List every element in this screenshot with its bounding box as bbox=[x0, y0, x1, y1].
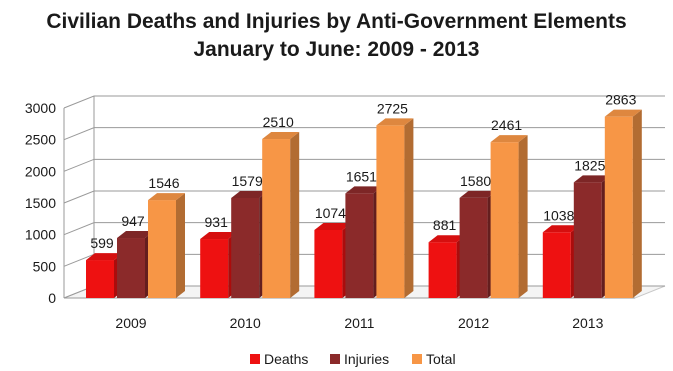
bar-front bbox=[459, 197, 488, 298]
data-label: 1825 bbox=[574, 157, 605, 173]
bar-front bbox=[376, 125, 405, 299]
data-label: 2510 bbox=[263, 114, 294, 130]
bar-side bbox=[290, 132, 300, 298]
bar-top bbox=[117, 231, 154, 239]
bar bbox=[428, 235, 466, 298]
y-tick-label: 1000 bbox=[25, 227, 56, 243]
y-tick-label: 0 bbox=[48, 290, 56, 306]
bar-top bbox=[148, 193, 185, 201]
data-label: 1074 bbox=[315, 205, 346, 221]
x-tick-label: 2013 bbox=[572, 315, 603, 331]
bar bbox=[148, 193, 185, 298]
legend-swatch bbox=[250, 354, 260, 364]
bar-top bbox=[604, 109, 642, 117]
bar-front bbox=[262, 139, 291, 298]
legend-swatch bbox=[330, 354, 340, 364]
bar-front bbox=[231, 197, 260, 298]
bar-front bbox=[314, 229, 343, 298]
bar bbox=[86, 253, 123, 298]
x-tick-label: 2011 bbox=[344, 315, 374, 331]
bars bbox=[86, 109, 642, 299]
bar-front bbox=[604, 116, 633, 298]
data-labels: 599 947 1546 931 1579 2510 1074 1651 2725 881 1580… bbox=[90, 92, 636, 251]
bar-top bbox=[490, 135, 528, 143]
bar-top bbox=[459, 190, 497, 198]
bar bbox=[490, 135, 528, 298]
bar-top bbox=[428, 235, 466, 243]
legend-item: Injuries bbox=[330, 351, 389, 367]
bar-front bbox=[490, 142, 519, 298]
bar-top bbox=[542, 225, 580, 233]
bar-side bbox=[632, 109, 642, 298]
bar-front bbox=[428, 242, 457, 298]
data-label: 931 bbox=[205, 214, 229, 230]
data-label: 881 bbox=[433, 217, 457, 233]
bar-front bbox=[345, 193, 374, 298]
bar-front bbox=[200, 239, 229, 298]
bar-top bbox=[231, 190, 269, 198]
bar-side bbox=[518, 135, 528, 298]
y-tick-label: 3000 bbox=[25, 100, 56, 116]
bar-top bbox=[86, 253, 123, 261]
chart-title: Civilian Deaths and Injuries by Anti-Gov… bbox=[46, 10, 627, 33]
y-tick-label: 2500 bbox=[25, 132, 56, 148]
data-label: 947 bbox=[121, 213, 145, 229]
data-label: 1579 bbox=[232, 173, 263, 189]
bar-front bbox=[148, 200, 176, 298]
legend-swatch bbox=[412, 354, 422, 364]
data-label: 599 bbox=[90, 235, 114, 251]
data-label: 1038 bbox=[543, 207, 574, 223]
y-tick-label: 500 bbox=[33, 258, 57, 274]
bar bbox=[604, 109, 642, 298]
bar-front bbox=[573, 182, 602, 298]
y-tick-label: 1500 bbox=[25, 195, 56, 211]
bar-side bbox=[404, 118, 414, 299]
data-label: 2461 bbox=[491, 117, 522, 133]
chart-subtitle: January to June: 2009 - 2013 bbox=[193, 38, 480, 61]
bar-front bbox=[542, 232, 571, 298]
legend-label: Total bbox=[426, 351, 456, 367]
gridline bbox=[63, 95, 665, 109]
gridline bbox=[63, 127, 665, 141]
data-label: 1546 bbox=[148, 175, 179, 191]
legend-label: Deaths bbox=[264, 351, 308, 367]
bar-top bbox=[314, 222, 352, 230]
legend-item: Total bbox=[412, 351, 456, 367]
bar bbox=[376, 118, 414, 299]
legend-item: Deaths bbox=[250, 351, 308, 367]
y-tick-label: 2000 bbox=[25, 163, 56, 179]
data-label: 1580 bbox=[460, 173, 491, 189]
bar-top bbox=[376, 118, 414, 126]
bar-top bbox=[573, 175, 611, 183]
data-label: 2725 bbox=[377, 100, 408, 116]
bar-side bbox=[176, 193, 185, 298]
x-tick-label: 2012 bbox=[458, 315, 489, 331]
x-tick-label: 2009 bbox=[115, 315, 146, 331]
data-label: 1651 bbox=[346, 168, 377, 184]
legend-label: Injuries bbox=[344, 351, 389, 367]
data-label: 2863 bbox=[605, 92, 636, 108]
bar bbox=[314, 222, 352, 298]
bar-top bbox=[200, 232, 238, 240]
bar-front bbox=[86, 260, 114, 298]
bar-front bbox=[117, 238, 145, 298]
bar-top bbox=[345, 186, 383, 194]
bar-top bbox=[262, 132, 300, 140]
bar bbox=[262, 132, 300, 298]
x-tick-label: 2010 bbox=[230, 315, 261, 331]
legend: Deaths Injuries Total bbox=[250, 351, 456, 367]
